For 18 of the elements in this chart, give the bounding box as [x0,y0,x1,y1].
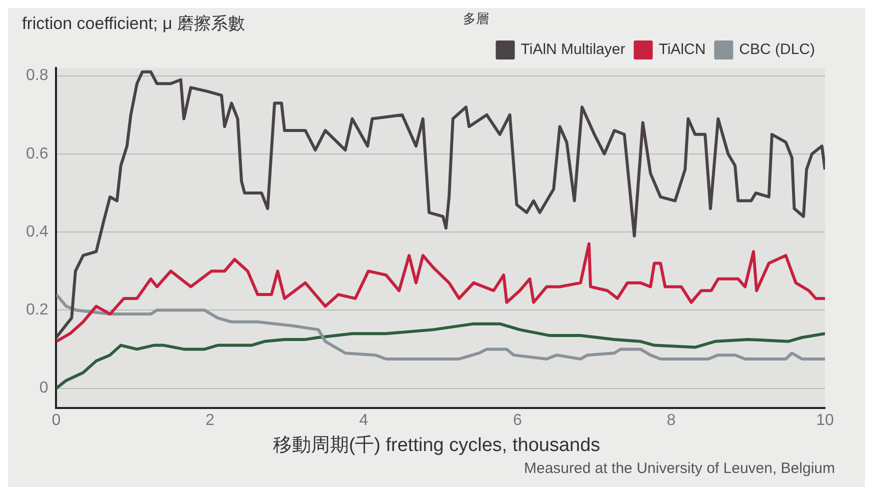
x-tick-label: 10 [816,412,834,429]
x-tick-label: 6 [513,412,522,429]
text: Measured at the University of Leuven, Belgium [524,460,835,477]
y-tick-label: 0.6 [26,145,48,162]
y-tick-label: 0.4 [26,223,48,240]
x-tick-label: 4 [359,412,368,429]
x-tick-label: 2 [206,412,215,429]
x-tick-label: 8 [666,412,676,429]
y-tick-label: 0.8 [26,67,48,84]
text: 多層 [463,10,489,28]
x-tick-label: 0 [52,412,61,429]
legend-label: TiAlN Multilayer [520,41,626,58]
y-tick-label: 0.2 [26,302,48,319]
legend-label: CBC (DLC) [739,41,816,58]
x-axis-title: 移動周期(千) fretting cycles, thousands [272,434,602,458]
legend-label: TiAlCN [658,41,706,58]
y-tick-label: 0 [39,380,48,397]
y-axis-title: friction coefficient; μ 磨擦系數 [22,13,245,35]
